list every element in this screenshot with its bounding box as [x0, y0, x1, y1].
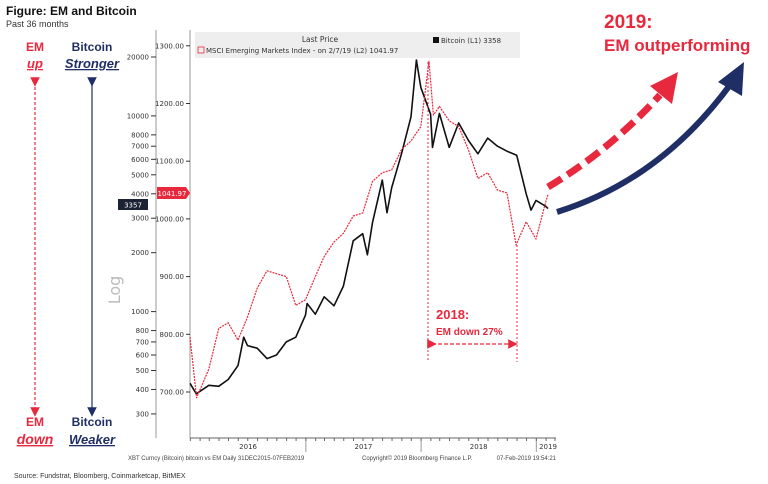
left-tick-label: 20000: [127, 53, 149, 61]
em-last-value: 1041.97: [158, 190, 187, 198]
bitcoin-weaker-word: Weaker: [69, 432, 116, 447]
y2019-label: 2019:: [604, 12, 653, 33]
left-axis-label: Log: [105, 276, 124, 305]
legend-header: Last Price: [302, 35, 339, 44]
left-tick-label: 3000: [131, 215, 149, 223]
left-tick-label: 2000: [131, 249, 149, 257]
left-tick-label: 800: [136, 327, 149, 335]
legend-box: [195, 32, 520, 58]
em-up-word: up: [27, 56, 43, 71]
bitcoin-weaker-label: Bitcoin: [72, 415, 113, 429]
footer-mid: Copyright© 2019 Bloomberg Finance L.P.: [362, 455, 473, 462]
em-arrow-head: [650, 72, 678, 104]
right-tick-label: 1100.00: [155, 158, 184, 166]
series-lines: [189, 59, 549, 399]
left-axis-ticks: 20000 10000 8000 7000 6000 5000 4000 3000 2000 10…: [127, 53, 156, 418]
left-tick-label: 1000: [131, 308, 149, 316]
left-tick-label: 500: [136, 367, 149, 375]
right-tick-label: 1200.00: [155, 100, 184, 108]
figure-subtitle: Past 36 months: [6, 19, 69, 29]
left-tick-label: 700: [136, 338, 149, 346]
footer-right: 07-Feb-2019 19:54:21: [497, 456, 557, 462]
bitcoin-last-tag: [118, 199, 148, 210]
em-outperform-arrow: [546, 92, 663, 191]
x-tick-label: 2018: [470, 443, 488, 451]
y2018-label: 2018:: [436, 307, 469, 322]
left-tick-label: 300: [136, 410, 149, 418]
left-tick-label: 10000: [127, 112, 149, 120]
left-tick-label: 4000: [131, 190, 149, 198]
footer-left: XBT Curncy (Bitcoin) bitcoin vs EM Daily…: [128, 456, 305, 462]
right-tick-label: 900.00: [160, 273, 185, 281]
left-tick-label: 6000: [131, 156, 149, 164]
right-tick-label: 700.00: [160, 389, 185, 397]
bitcoin-arrow-head: [718, 62, 744, 96]
left-tick-label: 5000: [131, 171, 149, 179]
legend-bitcoin-swatch: [433, 37, 439, 43]
legend-bitcoin: Bitcoin (L1) 3358: [441, 37, 501, 45]
em-down-word: down: [17, 431, 54, 447]
source-note: Source: Fundstrat, Bloomberg, Coinmarket…: [14, 473, 186, 480]
right-tick-label: 1300.00: [155, 42, 184, 50]
em-line: [189, 60, 549, 399]
legend-em-swatch: [197, 46, 205, 54]
right-tick-label: 800.00: [160, 331, 185, 339]
left-tick-label: 600: [136, 352, 149, 360]
bitcoin-stronger-label: Bitcoin: [72, 40, 113, 54]
em-down-label: EM: [26, 415, 44, 429]
bitcoin-last-value: 3357: [124, 202, 142, 210]
left-tick-label: 400: [136, 386, 149, 394]
y2018-text: EM down 27%: [436, 327, 503, 338]
right-tick-label: 1000.00: [155, 215, 184, 223]
left-tick-label: 7000: [131, 143, 149, 151]
x-tick-label: 2017: [355, 443, 373, 451]
x-tick-label: 2016: [239, 443, 257, 451]
legend-em: MSCI Emerging Markets Index - on 2/7/19 …: [206, 47, 398, 55]
bitcoin-stronger-word: Stronger: [65, 56, 120, 71]
x-axis-ticks: 2016 2017 2018 2019: [189, 438, 557, 452]
left-tick-label: 8000: [131, 131, 149, 139]
bitcoin-arrow: [556, 83, 733, 215]
figure-title: Figure: EM and Bitcoin: [6, 4, 137, 18]
y2019-text: EM outperforming: [604, 36, 750, 55]
right-axis-ticks: 1300.00 1200.00 1100.00 1000.00 900.00 800.00…: [155, 42, 190, 397]
x-tick-label: 2019: [539, 443, 557, 451]
em-last-tag: [157, 187, 190, 199]
em-up-label: EM: [26, 40, 44, 54]
bitcoin-line: [189, 59, 549, 395]
